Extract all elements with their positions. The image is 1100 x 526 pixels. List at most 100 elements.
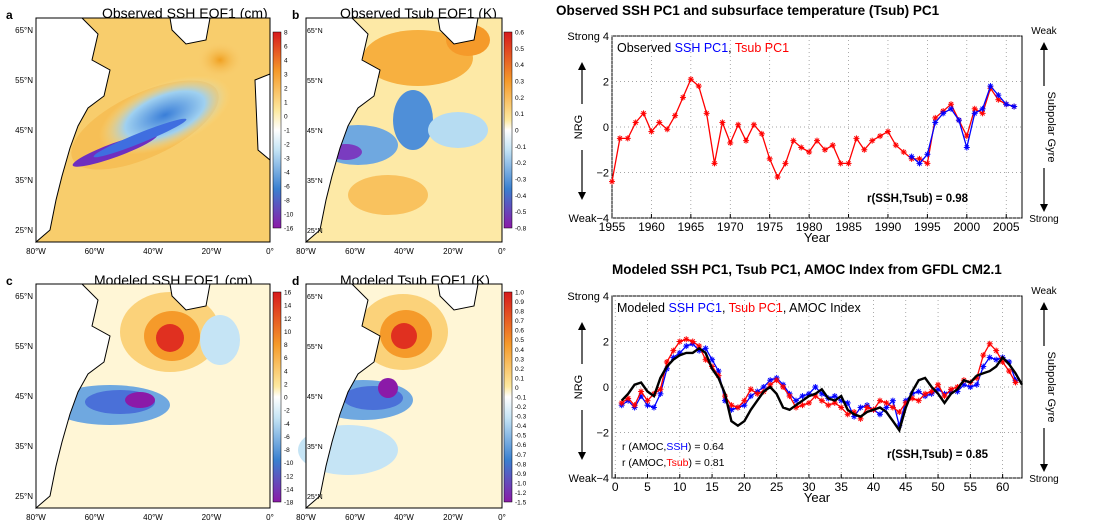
map-b: 65°N 55°N 45°N 35°N 25°N 80°W 60°W 40°W 20°W 0° 0.…	[296, 17, 527, 256]
right-arrow-up-head	[1040, 42, 1048, 50]
colorbar-tick: 0.1	[515, 375, 524, 382]
data-point	[889, 397, 896, 404]
lon-label: 40°W	[143, 247, 163, 256]
right-bottom-label: Strong	[1029, 474, 1058, 485]
lat-label: 55°N	[307, 77, 323, 85]
data-point	[754, 390, 761, 397]
map-title-a: Observed SSH EOF1 (cm)	[102, 5, 268, 21]
colorbar-tick: -0.8	[515, 461, 527, 468]
data-point	[935, 381, 942, 388]
data-point	[908, 153, 915, 160]
colorbar-tick: -1.0	[515, 480, 527, 487]
data-point	[727, 139, 734, 146]
data-point	[799, 393, 806, 400]
data-point	[664, 126, 671, 133]
colorbar-tick: 16	[284, 290, 292, 297]
colorbar-tick: -10	[284, 460, 294, 467]
data-point	[670, 347, 677, 354]
data-point	[683, 336, 690, 343]
data-point	[986, 354, 993, 361]
colorbar-tick: 2	[284, 381, 288, 388]
data-point	[915, 397, 922, 404]
data-point	[812, 384, 819, 390]
right-top-label: Weak	[1031, 26, 1057, 37]
data-point	[825, 402, 832, 409]
data-point	[979, 105, 986, 112]
data-point	[814, 137, 820, 144]
map-a: 65°N 55°N 45°N 35°N 25°N 80°W 60°W 40°W 20°W 0° 8 6…	[15, 17, 294, 256]
colorbar-tick: 6	[284, 44, 288, 51]
colorbar-tick: -0.3	[515, 414, 527, 421]
legend-ssh: SSH PC1	[668, 301, 722, 315]
colorbar-tick: 0.5	[515, 337, 524, 344]
lon-label: 80°W	[26, 247, 46, 256]
data-point	[780, 384, 787, 390]
r-amoc-ssh: r (AMOC,SSH) = 0.64	[622, 441, 724, 453]
data-point	[980, 363, 987, 370]
panel-label-d: d	[292, 274, 300, 288]
x-tick-label: 10	[673, 480, 687, 494]
colorbar-tick: 0.6	[515, 328, 524, 335]
colorbar-tick: -4	[284, 170, 290, 177]
data-point	[656, 119, 663, 126]
data-point	[793, 397, 800, 404]
lon-label: 60°W	[345, 513, 365, 522]
lon-label: 60°W	[85, 247, 105, 256]
data-point	[973, 381, 980, 388]
colorbar-tick: -0.6	[515, 442, 527, 449]
data-point	[747, 386, 754, 393]
data-point	[648, 128, 655, 135]
lat-label: 45°N	[15, 392, 33, 401]
data-point	[924, 160, 931, 167]
data-point	[889, 404, 896, 411]
data-point	[971, 105, 978, 112]
lon-label: 40°W	[394, 247, 414, 256]
data-point	[853, 135, 860, 142]
data-point	[948, 105, 955, 112]
colorbar-tick: -4	[284, 421, 290, 428]
ts-title-bottom: Modeled SSH PC1, Tsub PC1, AMOC Index fr…	[612, 262, 1002, 277]
data-point	[821, 146, 828, 153]
ts-chart-top: 1955 1960 1965 1970 1975 1980 1985 1990 1995 2000…	[567, 26, 1058, 245]
data-point	[616, 135, 623, 142]
colorbar-tick: 1.0	[515, 290, 524, 297]
data-point	[719, 119, 726, 126]
lat-label: 55°N	[15, 342, 33, 351]
data-point	[845, 160, 852, 167]
colorbar-tick: -0.3	[515, 177, 527, 184]
y-tick-label: Weak−4	[569, 473, 609, 485]
data-point	[924, 151, 931, 158]
data-point	[877, 133, 884, 140]
data-point	[861, 146, 868, 153]
ts-title-top: Observed SSH PC1 and subsurface temperat…	[556, 3, 940, 18]
data-point	[687, 76, 694, 83]
lat-label: 65°N	[15, 292, 33, 301]
data-point	[747, 393, 754, 400]
data-point	[1006, 368, 1013, 375]
data-point	[750, 121, 757, 128]
x-tick-label: 20	[738, 480, 752, 494]
data-point	[829, 142, 836, 149]
legend-sep: ,	[783, 301, 789, 315]
right-top-label: Weak	[1031, 286, 1057, 297]
colorbar-tick: 0.1	[515, 111, 524, 118]
data-point	[818, 397, 825, 404]
colorbar-tick: -0.1	[515, 144, 527, 151]
data-point	[786, 393, 793, 400]
data-point	[986, 340, 993, 347]
data-point	[971, 110, 978, 117]
data-point	[1012, 379, 1019, 386]
data-point	[955, 117, 962, 124]
colorbar-tick: 8	[284, 30, 288, 37]
data-point	[689, 338, 696, 345]
colorbar-tick: -10	[284, 212, 294, 219]
lon-label: 40°W	[394, 513, 414, 522]
colorbar-tick: -0.2	[515, 404, 527, 411]
lon-label: 20°W	[202, 247, 222, 256]
lon-label: 80°W	[296, 513, 316, 522]
data-point	[993, 347, 1000, 354]
data-point	[869, 137, 876, 144]
colorbar-tick: 0.3	[515, 356, 524, 363]
colorbar-tick: 8	[284, 342, 288, 349]
data-point	[672, 112, 679, 119]
